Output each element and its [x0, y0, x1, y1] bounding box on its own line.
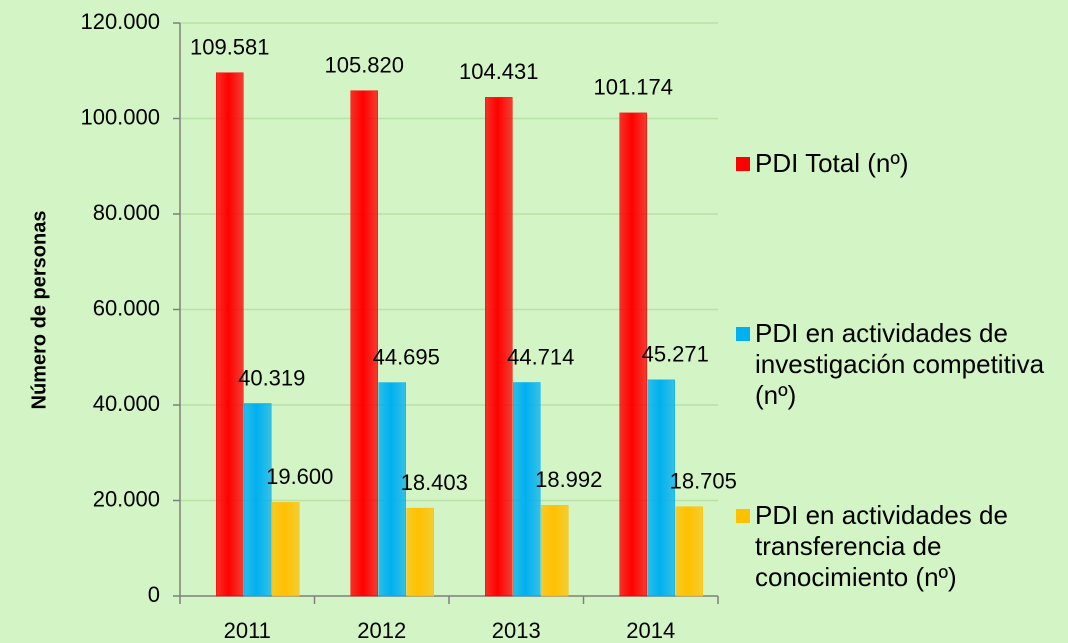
y-tick-label: 40.000	[93, 391, 160, 416]
bar	[485, 97, 513, 597]
bar	[244, 403, 272, 597]
value-label: 45.271	[642, 342, 709, 367]
bar	[619, 112, 647, 597]
x-tick-label: 2011	[224, 618, 271, 643]
y-axis-label: Número de personas	[28, 211, 50, 410]
legend-swatch	[736, 509, 750, 523]
bar	[513, 382, 541, 597]
y-tick-label: 100.000	[80, 104, 160, 129]
x-tick-label: 2013	[492, 618, 541, 643]
value-label: 109.581	[190, 35, 270, 60]
value-label: 105.820	[324, 53, 404, 78]
value-label: 101.174	[593, 75, 673, 100]
bar	[378, 382, 406, 597]
y-tick-label: 60.000	[93, 295, 160, 320]
x-tick-label: 2014	[626, 618, 675, 643]
x-tick-label: 2012	[357, 618, 406, 643]
legend-label: PDI Total (nº)	[755, 148, 909, 178]
bar	[350, 90, 378, 597]
bar	[675, 506, 703, 597]
legend-swatch	[736, 327, 750, 341]
bar	[541, 505, 569, 597]
bar	[647, 379, 675, 597]
legend-label: PDI en actividades de investigación comp…	[755, 318, 1045, 410]
y-tick-label: 80.000	[93, 200, 160, 225]
legend-item: PDI en actividades de transferencia de c…	[736, 500, 1056, 593]
value-label: 18.403	[401, 470, 468, 495]
bar	[406, 507, 434, 597]
bar	[216, 72, 244, 597]
value-label: 44.695	[373, 344, 440, 369]
bar	[272, 502, 300, 597]
y-tick-label: 120.000	[80, 9, 160, 34]
value-label: 44.714	[507, 344, 574, 369]
value-label: 40.319	[238, 365, 305, 390]
legend-label: PDI en actividades de transferencia de c…	[755, 500, 1008, 592]
value-label: 18.705	[670, 468, 737, 493]
y-tick-label: 20.000	[93, 486, 160, 511]
y-tick-label: 0	[148, 582, 160, 607]
value-label: 104.431	[459, 59, 539, 84]
legend-item: PDI Total (nº)	[736, 148, 1056, 179]
legend-item: PDI en actividades de investigación comp…	[736, 318, 1056, 411]
legend-swatch	[736, 157, 750, 171]
value-label: 19.600	[266, 464, 333, 489]
value-label: 18.992	[535, 467, 602, 492]
